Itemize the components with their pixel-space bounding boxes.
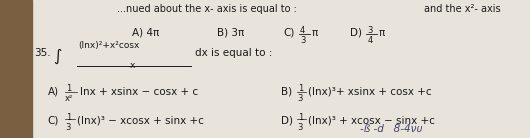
Text: x: x [130,61,135,70]
Text: 1: 1 [66,84,72,93]
Bar [0,0,32,138]
Text: (lnx)³ − xcosx + sinx +c: (lnx)³ − xcosx + sinx +c [77,116,204,126]
Text: 3: 3 [65,123,70,132]
Text: (lnx)³ + xcosx − sinx +c: (lnx)³ + xcosx − sinx +c [308,116,435,126]
Text: dx is equal to :: dx is equal to : [195,48,272,58]
Text: 1: 1 [66,113,72,122]
Text: 3: 3 [297,123,302,132]
Text: A) 4π: A) 4π [132,28,160,38]
Text: x²: x² [65,94,74,103]
Text: and the x²- axis: and the x²- axis [424,4,501,14]
Text: C): C) [48,116,59,126]
Text: 1: 1 [298,84,303,93]
Text: 4: 4 [367,36,373,45]
Text: C): C) [284,28,295,38]
Text: B) 3π: B) 3π [217,28,244,38]
Text: B): B) [281,87,292,97]
Text: D): D) [350,28,362,38]
Text: lnx + xsinx − cosx + c: lnx + xsinx − cosx + c [80,87,198,97]
Text: 35.: 35. [34,48,51,58]
Text: ...nued about the x- axis is equal to :: ...nued about the x- axis is equal to : [117,4,296,14]
Text: 3: 3 [300,36,305,45]
Text: 4: 4 [300,26,305,35]
Text: 1: 1 [298,113,303,122]
Text: A): A) [48,87,59,97]
Text: -ß -d   8-4νᴜ: -ß -d 8-4νᴜ [360,124,423,134]
Text: π: π [312,28,318,38]
Text: π: π [379,28,385,38]
Text: 3: 3 [367,26,373,35]
Text: ∫: ∫ [53,48,61,64]
Text: (lnx)³+ xsinx + cosx +c: (lnx)³+ xsinx + cosx +c [308,87,432,97]
Text: D): D) [281,116,293,126]
Text: 3: 3 [297,94,302,103]
Text: (lnx)²+x²cosx: (lnx)²+x²cosx [78,41,140,50]
